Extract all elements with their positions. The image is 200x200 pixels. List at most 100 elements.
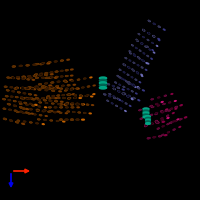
Ellipse shape bbox=[78, 112, 80, 113]
Ellipse shape bbox=[157, 105, 159, 106]
Ellipse shape bbox=[155, 121, 157, 122]
Ellipse shape bbox=[184, 117, 187, 118]
Ellipse shape bbox=[45, 87, 47, 88]
Ellipse shape bbox=[47, 63, 50, 64]
Ellipse shape bbox=[23, 93, 26, 94]
Ellipse shape bbox=[87, 95, 89, 96]
Ellipse shape bbox=[125, 58, 127, 59]
Ellipse shape bbox=[127, 89, 129, 90]
Ellipse shape bbox=[35, 74, 38, 75]
Ellipse shape bbox=[71, 80, 73, 81]
Ellipse shape bbox=[158, 38, 160, 40]
Ellipse shape bbox=[19, 65, 22, 66]
Ellipse shape bbox=[109, 96, 111, 97]
Ellipse shape bbox=[115, 82, 116, 83]
Ellipse shape bbox=[54, 98, 57, 99]
Ellipse shape bbox=[162, 126, 164, 127]
Ellipse shape bbox=[147, 63, 149, 64]
Ellipse shape bbox=[80, 95, 82, 96]
Ellipse shape bbox=[130, 53, 131, 54]
Ellipse shape bbox=[60, 88, 62, 89]
Ellipse shape bbox=[84, 78, 86, 79]
Ellipse shape bbox=[119, 69, 121, 70]
Ellipse shape bbox=[78, 79, 80, 80]
Ellipse shape bbox=[143, 90, 144, 91]
Ellipse shape bbox=[156, 45, 158, 46]
Ellipse shape bbox=[162, 134, 164, 135]
Ellipse shape bbox=[12, 91, 14, 92]
Ellipse shape bbox=[66, 107, 68, 108]
Ellipse shape bbox=[107, 100, 109, 101]
Ellipse shape bbox=[76, 88, 78, 89]
Ellipse shape bbox=[167, 115, 169, 116]
Ellipse shape bbox=[151, 99, 153, 100]
Ellipse shape bbox=[127, 96, 128, 97]
Ellipse shape bbox=[38, 106, 41, 107]
Ellipse shape bbox=[123, 64, 125, 65]
Ellipse shape bbox=[141, 75, 143, 76]
Ellipse shape bbox=[39, 102, 41, 103]
Ellipse shape bbox=[145, 69, 147, 70]
Ellipse shape bbox=[10, 87, 13, 88]
Ellipse shape bbox=[147, 138, 150, 139]
Ellipse shape bbox=[87, 104, 89, 105]
Ellipse shape bbox=[135, 79, 137, 80]
Ellipse shape bbox=[156, 122, 159, 123]
Ellipse shape bbox=[7, 104, 10, 105]
Ellipse shape bbox=[49, 100, 52, 101]
Ellipse shape bbox=[145, 46, 146, 47]
Ellipse shape bbox=[146, 117, 150, 119]
Ellipse shape bbox=[3, 108, 6, 109]
Ellipse shape bbox=[43, 110, 46, 111]
Ellipse shape bbox=[50, 74, 53, 75]
Ellipse shape bbox=[137, 87, 139, 88]
Ellipse shape bbox=[30, 109, 32, 110]
Ellipse shape bbox=[136, 93, 137, 94]
Ellipse shape bbox=[131, 91, 133, 92]
Ellipse shape bbox=[127, 74, 129, 75]
Ellipse shape bbox=[164, 135, 167, 136]
Ellipse shape bbox=[129, 60, 131, 61]
Ellipse shape bbox=[30, 122, 32, 123]
Ellipse shape bbox=[42, 63, 44, 64]
Ellipse shape bbox=[128, 83, 130, 84]
Ellipse shape bbox=[142, 43, 143, 44]
Ellipse shape bbox=[173, 129, 175, 130]
Ellipse shape bbox=[16, 87, 18, 88]
Ellipse shape bbox=[45, 74, 47, 75]
Ellipse shape bbox=[146, 63, 147, 64]
Ellipse shape bbox=[161, 118, 163, 119]
Ellipse shape bbox=[7, 77, 10, 78]
Ellipse shape bbox=[164, 95, 166, 96]
Ellipse shape bbox=[76, 103, 79, 104]
Ellipse shape bbox=[22, 76, 25, 77]
Ellipse shape bbox=[32, 105, 34, 106]
Ellipse shape bbox=[17, 78, 19, 79]
Ellipse shape bbox=[159, 40, 160, 41]
Ellipse shape bbox=[158, 97, 160, 98]
Ellipse shape bbox=[115, 82, 116, 83]
Ellipse shape bbox=[142, 60, 143, 61]
Ellipse shape bbox=[21, 97, 23, 98]
Ellipse shape bbox=[32, 99, 35, 100]
Ellipse shape bbox=[34, 114, 36, 115]
Ellipse shape bbox=[129, 51, 131, 52]
Ellipse shape bbox=[145, 46, 146, 47]
Ellipse shape bbox=[113, 88, 115, 89]
Ellipse shape bbox=[172, 113, 174, 114]
Ellipse shape bbox=[121, 101, 123, 102]
Ellipse shape bbox=[130, 84, 132, 85]
Ellipse shape bbox=[82, 104, 84, 105]
Ellipse shape bbox=[28, 113, 30, 114]
Ellipse shape bbox=[20, 111, 22, 112]
Ellipse shape bbox=[153, 36, 155, 37]
Ellipse shape bbox=[33, 64, 36, 65]
Ellipse shape bbox=[68, 98, 70, 99]
Ellipse shape bbox=[61, 76, 63, 77]
Ellipse shape bbox=[36, 77, 38, 78]
Ellipse shape bbox=[168, 132, 169, 133]
Ellipse shape bbox=[153, 23, 155, 24]
Ellipse shape bbox=[147, 56, 148, 57]
Ellipse shape bbox=[117, 76, 119, 77]
Ellipse shape bbox=[45, 83, 47, 84]
